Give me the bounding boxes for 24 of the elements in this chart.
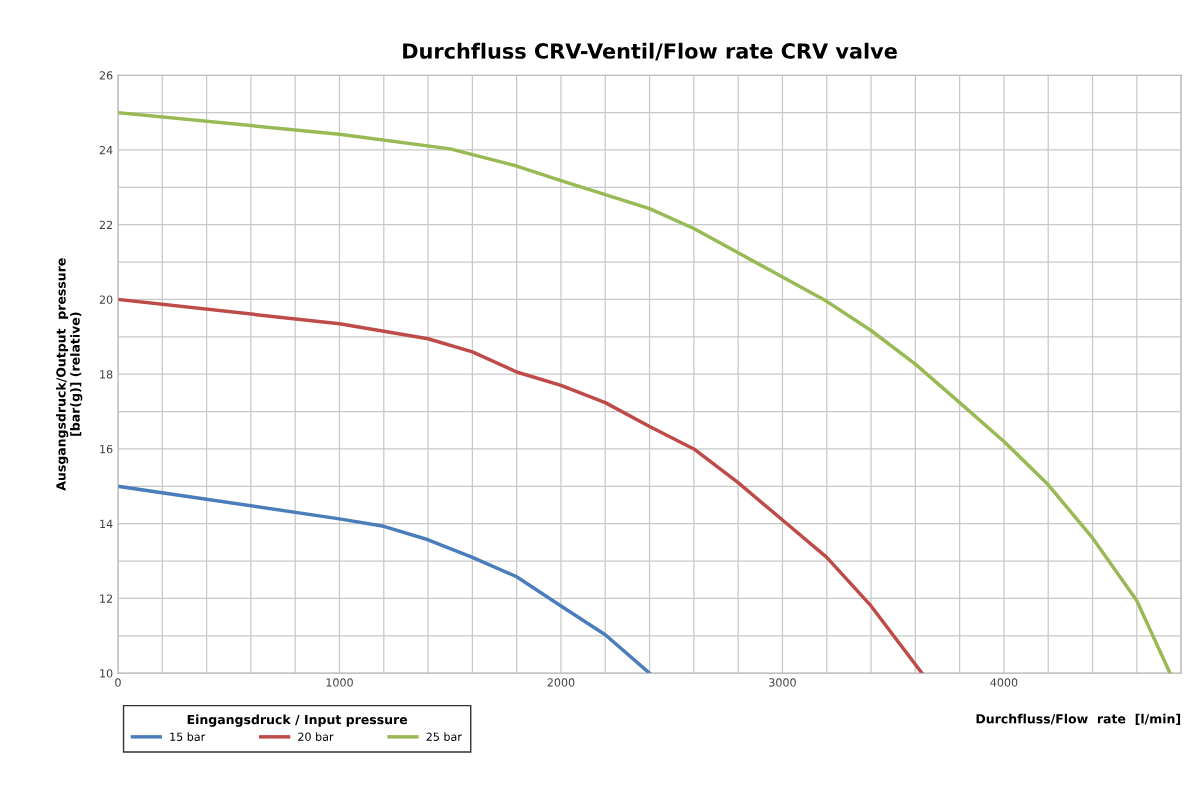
y-tick-label: 24 (99, 145, 113, 155)
legend-label: 20 bar (298, 732, 334, 741)
y-tick-label: 18 (100, 370, 113, 379)
y-tick-label: 12 (100, 594, 113, 603)
x-tick-label: 1000 (326, 678, 353, 687)
y-tick-label: 26 (99, 71, 113, 80)
y-tick-label: 22 (99, 220, 113, 229)
y-axis-title: Ausgangsdruck/Output pressure [bar(g)] (relative) (56, 258, 83, 491)
y-tick-label: 10 (100, 669, 113, 678)
x-tick-label: 2000 (547, 678, 575, 687)
line-series (117, 297, 924, 674)
legend-label: 25 bar (426, 732, 462, 741)
y-tick-label: 14 (100, 519, 113, 528)
x-axis-title: Durchfluss/Flow rate [l/min] (976, 713, 1181, 725)
legend-title: Eingangsdruck / Input pressure (187, 714, 408, 727)
y-tick-label: 16 (100, 444, 113, 454)
x-tick-label: 0 (115, 678, 121, 687)
line-series (117, 110, 1172, 674)
legend-label: 15 bar (170, 732, 206, 741)
x-tick-label: 3000 (769, 678, 796, 687)
chart-title: Durchfluss CRV-Ventil/Flow rate CRV valve (403, 42, 897, 61)
line-series (117, 484, 652, 674)
x-tick-label: 4000 (990, 678, 1018, 687)
y-tick-label: 20 (99, 295, 113, 304)
